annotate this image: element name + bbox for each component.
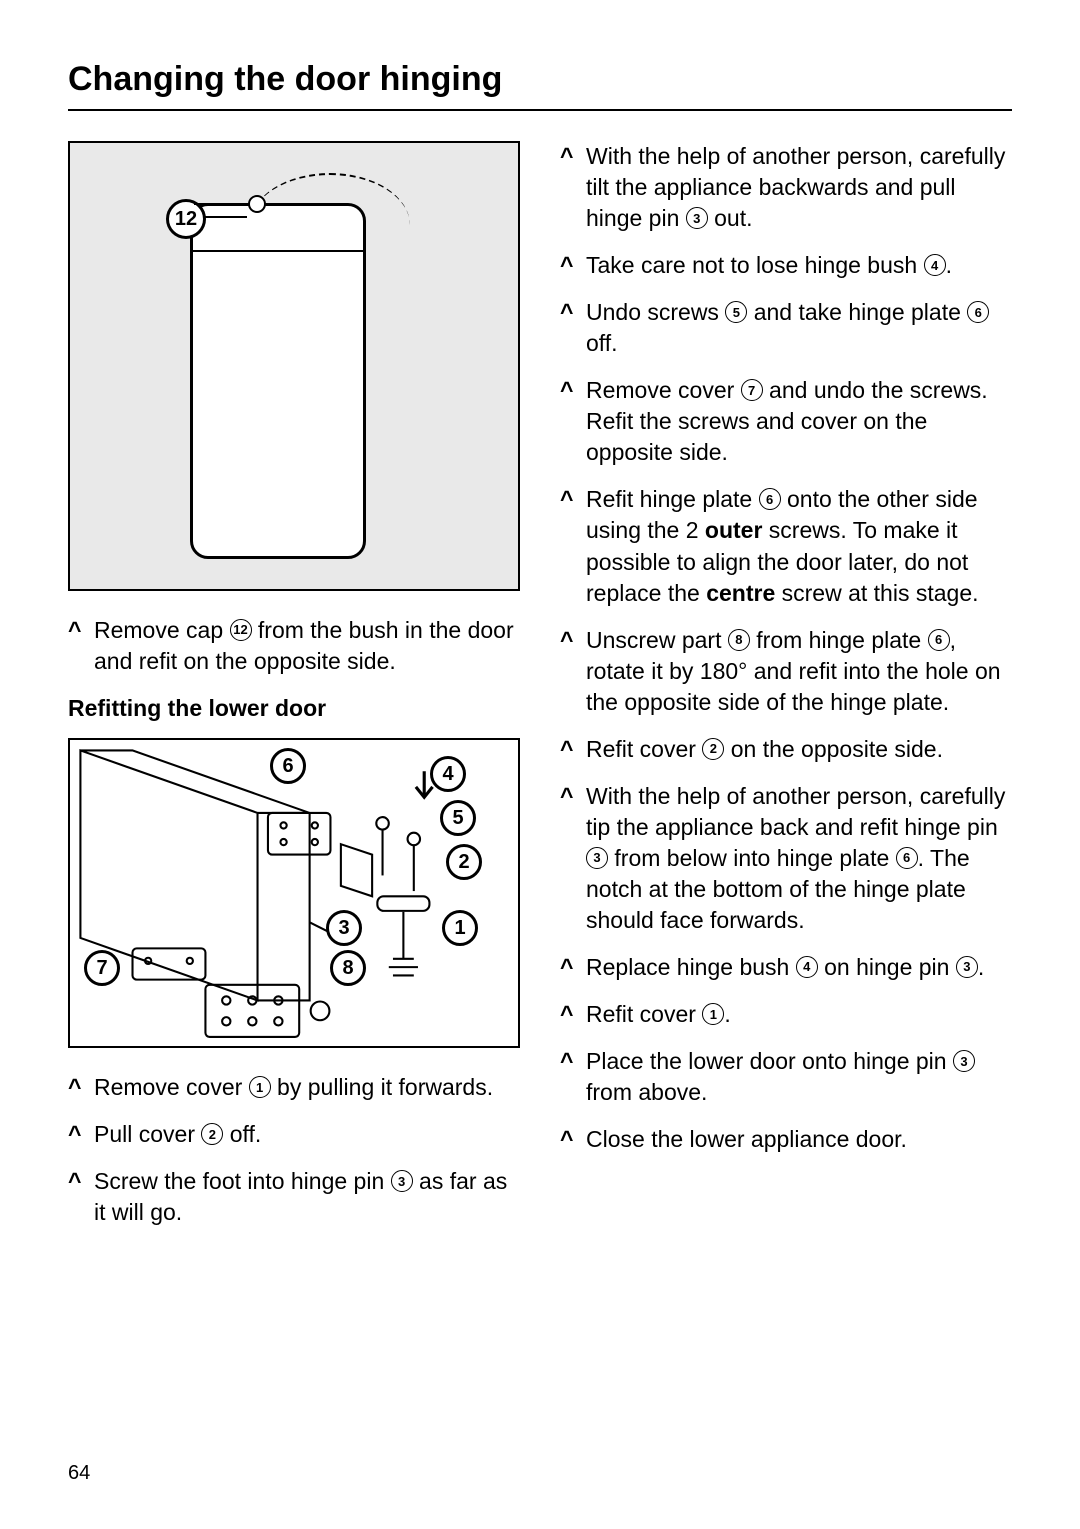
step: With the help of another person, careful… bbox=[560, 141, 1012, 234]
figure-door-top: 12 bbox=[68, 141, 520, 591]
callout-1: 1 bbox=[442, 910, 478, 946]
callout-8: 8 bbox=[330, 950, 366, 986]
ref-1: 1 bbox=[249, 1076, 271, 1098]
content-columns: 12 Remove cap 12 from the bush in the do… bbox=[68, 141, 1012, 1244]
left-steps-2: Remove cover 1 by pulling it forwards. P… bbox=[68, 1072, 520, 1228]
step: Place the lower door onto hinge pin 3 fr… bbox=[560, 1046, 1012, 1108]
callout-7: 7 bbox=[84, 950, 120, 986]
text: on the opposite side. bbox=[724, 736, 943, 762]
text: out. bbox=[708, 205, 753, 231]
text: With the help of another person, careful… bbox=[586, 143, 1005, 231]
text: Place the lower door onto hinge pin bbox=[586, 1048, 953, 1074]
step: Refit hinge plate 6 onto the other side … bbox=[560, 484, 1012, 608]
step: Take care not to lose hinge bush 4. bbox=[560, 250, 1012, 281]
step: Pull cover 2 off. bbox=[68, 1119, 520, 1150]
text: Undo screws bbox=[586, 299, 725, 325]
step: Remove cover 7 and undo the screws. Refi… bbox=[560, 375, 1012, 468]
ref-3: 3 bbox=[586, 847, 608, 869]
page-number: 64 bbox=[68, 1462, 90, 1485]
text: Take care not to lose hinge bush bbox=[586, 252, 924, 278]
text: off. bbox=[223, 1121, 261, 1147]
callout-5: 5 bbox=[440, 800, 476, 836]
text: Refit hinge plate bbox=[586, 486, 759, 512]
step: With the help of another person, careful… bbox=[560, 781, 1012, 936]
text: Refit cover bbox=[586, 1001, 702, 1027]
manual-page: Changing the door hinging 12 Remove cap … bbox=[0, 0, 1080, 1529]
ref-6: 6 bbox=[896, 847, 918, 869]
step: Unscrew part 8 from hinge plate 6, rotat… bbox=[560, 625, 1012, 718]
ref-1: 1 bbox=[702, 1003, 724, 1025]
left-steps-1: Remove cap 12 from the bush in the door … bbox=[68, 615, 520, 677]
text: Remove cover bbox=[586, 377, 741, 403]
text: from hinge plate bbox=[750, 627, 928, 653]
text: Unscrew part bbox=[586, 627, 728, 653]
text: . bbox=[978, 954, 984, 980]
callout-4: 4 bbox=[430, 756, 466, 792]
step: Undo screws 5 and take hinge plate 6 off… bbox=[560, 297, 1012, 359]
text: Close the lower appliance door. bbox=[586, 1126, 907, 1152]
right-column: With the help of another person, careful… bbox=[560, 141, 1012, 1244]
ref-3: 3 bbox=[686, 207, 708, 229]
door-outline bbox=[190, 203, 366, 559]
callout-3: 3 bbox=[326, 910, 362, 946]
bold: outer bbox=[705, 517, 763, 543]
step: Refit cover 1. bbox=[560, 999, 1012, 1030]
door-panel-line bbox=[193, 250, 363, 252]
callout-12-leader bbox=[203, 216, 247, 218]
ref-4: 4 bbox=[924, 254, 946, 276]
step: Screw the foot into hinge pin 3 as far a… bbox=[68, 1166, 520, 1228]
ref-7: 7 bbox=[741, 379, 763, 401]
callout-6: 6 bbox=[270, 748, 306, 784]
text: from above. bbox=[586, 1079, 707, 1105]
step: Replace hinge bush 4 on hinge pin 3. bbox=[560, 952, 1012, 983]
text: . bbox=[946, 252, 952, 278]
callout-12: 12 bbox=[166, 199, 206, 239]
bush-dot bbox=[248, 195, 266, 213]
page-title: Changing the door hinging bbox=[68, 60, 1012, 99]
ref-6: 6 bbox=[759, 488, 781, 510]
text: Refit cover bbox=[586, 736, 702, 762]
text: . bbox=[724, 1001, 730, 1027]
ref-8: 8 bbox=[728, 629, 750, 651]
ref-2: 2 bbox=[702, 738, 724, 760]
right-steps: With the help of another person, careful… bbox=[560, 141, 1012, 1155]
text: Replace hinge bush bbox=[586, 954, 796, 980]
ref-6: 6 bbox=[967, 301, 989, 323]
ref-12: 12 bbox=[230, 619, 252, 641]
figure-hinge-assembly: 6 4 5 2 3 1 8 7 bbox=[68, 738, 520, 1048]
left-column: 12 Remove cap 12 from the bush in the do… bbox=[68, 141, 520, 1244]
ref-3: 3 bbox=[956, 956, 978, 978]
text: from below into hinge plate bbox=[608, 845, 896, 871]
text: Screw the foot into hinge pin bbox=[94, 1168, 391, 1194]
step: Refit cover 2 on the opposite side. bbox=[560, 734, 1012, 765]
text: on hinge pin bbox=[818, 954, 956, 980]
subheading: Refitting the lower door bbox=[68, 693, 520, 724]
step: Remove cap 12 from the bush in the door … bbox=[68, 615, 520, 677]
ref-6: 6 bbox=[928, 629, 950, 651]
ref-3: 3 bbox=[953, 1050, 975, 1072]
text: and take hinge plate bbox=[747, 299, 967, 325]
step: Remove cover 1 by pulling it forwards. bbox=[68, 1072, 520, 1103]
text: screw at this stage. bbox=[775, 580, 978, 606]
text: off. bbox=[586, 330, 618, 356]
text: by pulling it forwards. bbox=[271, 1074, 493, 1100]
ref-2: 2 bbox=[201, 1123, 223, 1145]
bold: centre bbox=[706, 580, 775, 606]
text: Remove cover bbox=[94, 1074, 249, 1100]
text: With the help of another person, careful… bbox=[586, 783, 1005, 840]
ref-5: 5 bbox=[725, 301, 747, 323]
text: Pull cover bbox=[94, 1121, 201, 1147]
step: Close the lower appliance door. bbox=[560, 1124, 1012, 1155]
title-rule bbox=[68, 109, 1012, 111]
text: Remove cap bbox=[94, 617, 230, 643]
ref-4: 4 bbox=[796, 956, 818, 978]
ref-3: 3 bbox=[391, 1170, 413, 1192]
callout-2: 2 bbox=[446, 844, 482, 880]
